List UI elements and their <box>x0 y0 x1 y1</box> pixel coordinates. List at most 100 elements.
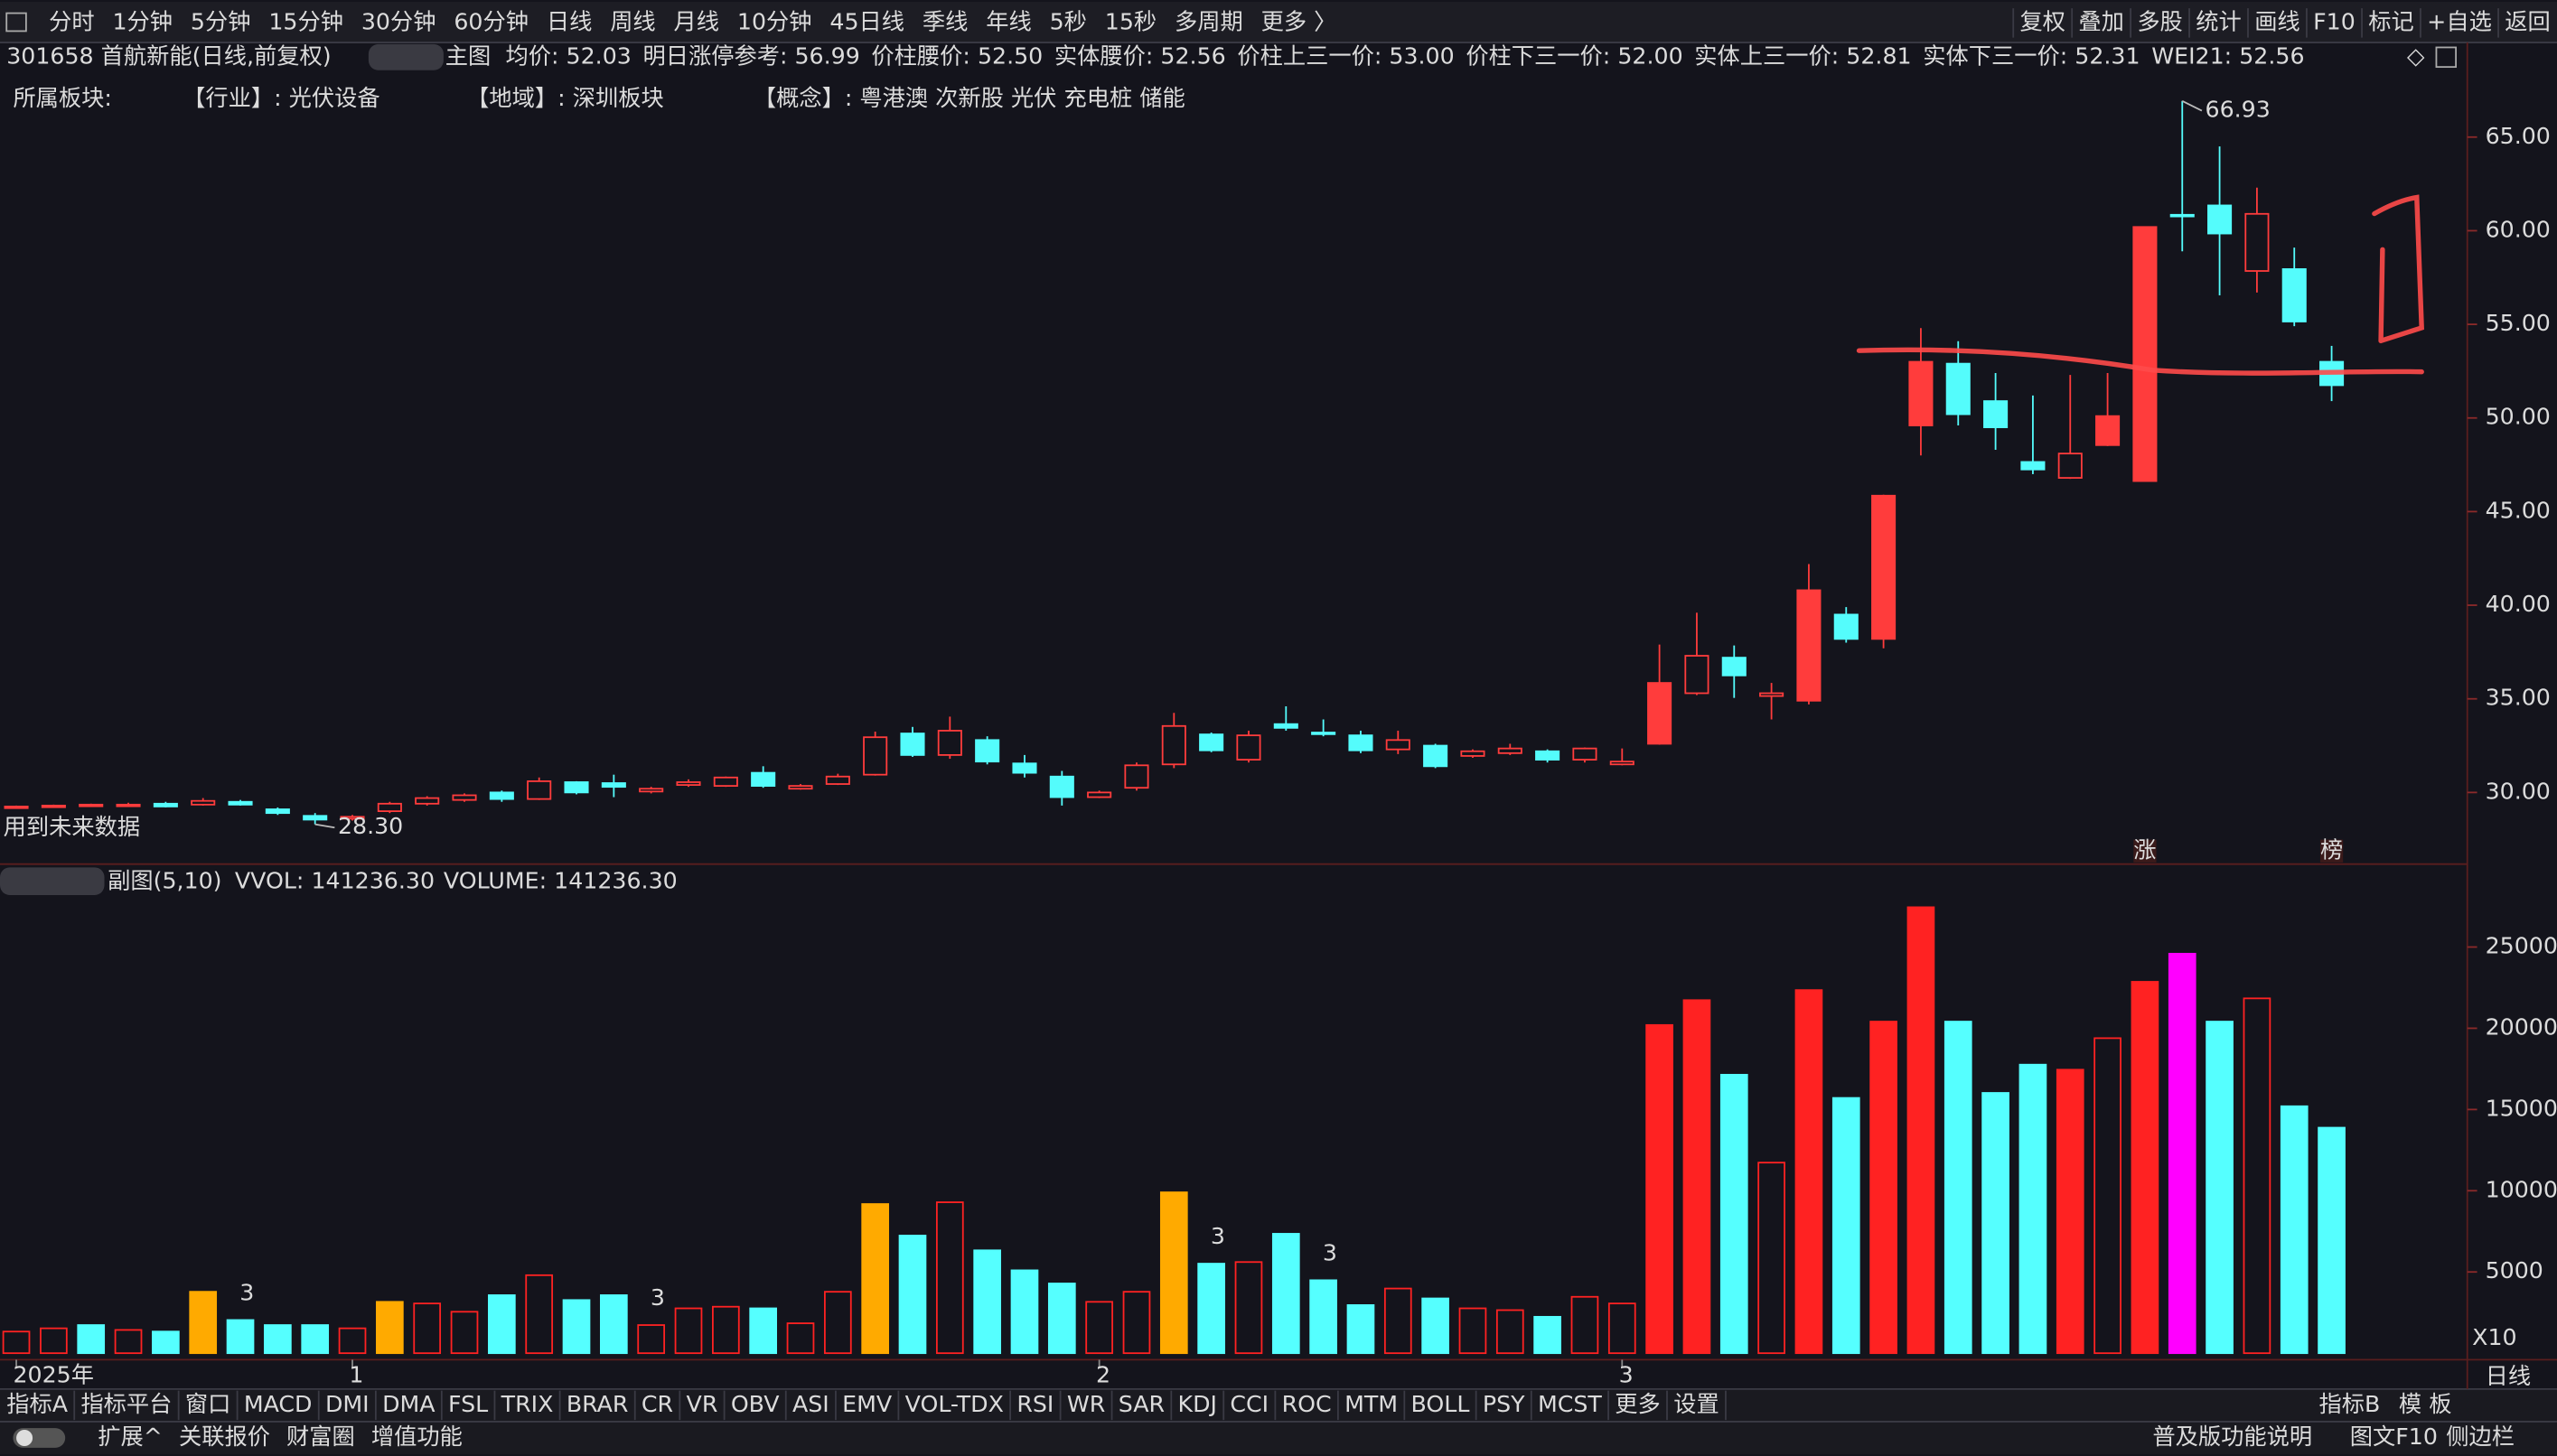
footer-link[interactable]: 关联报价 <box>179 1423 270 1450</box>
volume-bar <box>1570 1295 1599 1355</box>
wei-text: WEI21: 52.56 <box>2151 42 2304 69</box>
footer-link[interactable]: 增值功能 <box>371 1423 463 1450</box>
footer-link[interactable]: 图文F10 <box>2350 1423 2438 1450</box>
indicator-tab[interactable]: SAR <box>1119 1391 1165 1417</box>
indicator-tab[interactable]: CR <box>642 1391 673 1417</box>
volume-bar <box>2280 1105 2309 1355</box>
y-tick-label: 25000 <box>2486 933 2557 959</box>
indicator-tab[interactable]: WR <box>1067 1391 1106 1417</box>
volume-bar <box>600 1294 628 1355</box>
icon-window[interactable] <box>2435 46 2458 69</box>
tool-button[interactable]: 统计 <box>2196 8 2242 34</box>
candle-body <box>4 806 29 809</box>
tool-button[interactable]: 画线 <box>2254 8 2300 34</box>
y-tick-label: 40.00 <box>2486 591 2551 617</box>
stock-title: 301658 首航新能(日线,前复权) <box>6 42 331 69</box>
indicator-tab[interactable]: CCI <box>1230 1391 1269 1417</box>
indicator-tab[interactable]: RSI <box>1016 1391 1054 1417</box>
tool-button[interactable]: 多股 <box>2137 8 2183 34</box>
indicator-tab[interactable]: 指标A <box>6 1391 68 1417</box>
volume-bar <box>823 1291 852 1355</box>
candle-body <box>153 802 178 807</box>
future-note: 用到未来数据 <box>4 814 141 840</box>
volume-bar <box>1383 1287 1412 1355</box>
footer-link[interactable]: 普及版功能说明 <box>2152 1423 2312 1450</box>
volume-bar <box>749 1307 778 1355</box>
period-tab[interactable]: 15秒 <box>1105 8 1157 34</box>
indicator-tab[interactable]: ROC <box>1282 1391 1332 1417</box>
period-tab[interactable]: 15分钟 <box>268 8 343 34</box>
volume-bar <box>77 1324 106 1355</box>
volume-bar <box>1159 1191 1188 1355</box>
tool-button[interactable]: F10 <box>2313 8 2356 34</box>
stat-text: 价柱下三一价: 52.00 <box>1466 42 1682 69</box>
period-tab[interactable]: 45日线 <box>829 8 904 34</box>
footer-link[interactable]: 财富圈 <box>286 1423 355 1450</box>
tool-button[interactable]: 复权 <box>2019 8 2065 34</box>
volume-bar <box>152 1330 180 1355</box>
period-tab[interactable]: 月线 <box>674 8 720 34</box>
candle-body <box>1460 750 1485 757</box>
indicator-tab[interactable]: EMV <box>842 1391 893 1417</box>
indicator-tab[interactable]: MACD <box>244 1391 313 1417</box>
indicator-tab[interactable]: BRAR <box>567 1391 629 1417</box>
x-tick-label: 1 <box>349 1361 363 1387</box>
indicator-tab[interactable]: KDJ <box>1178 1391 1217 1417</box>
footer-link[interactable]: 侧边栏 <box>2446 1423 2515 1450</box>
menu-icon[interactable] <box>5 12 27 33</box>
period-tab[interactable]: 年线 <box>986 8 1032 34</box>
indicator-tab[interactable]: MTM <box>1344 1391 1398 1417</box>
period-tab[interactable]: 30分钟 <box>361 8 436 34</box>
period-tab[interactable]: 5分钟 <box>191 8 251 34</box>
candle-body <box>1012 762 1037 774</box>
indicator-tab[interactable]: VR <box>687 1391 718 1417</box>
candle-body <box>1087 791 1112 798</box>
indicator-tab[interactable]: OBV <box>731 1391 780 1417</box>
blurred-text <box>0 867 105 895</box>
indicator-tab[interactable]: 窗口 <box>185 1391 231 1417</box>
volume-bar <box>40 1327 68 1355</box>
volume-bar <box>301 1324 330 1355</box>
stat-text: 价柱上三一价: 53.00 <box>1237 42 1454 69</box>
period-tab[interactable]: 多周期 <box>1175 8 1243 34</box>
event-badge[interactable] <box>2319 839 2344 863</box>
volume-bar <box>226 1319 255 1355</box>
sector-text: 【概念】: 粤港澳 次新股 光伏 充电桩 储能 <box>754 85 1185 111</box>
icon-diamond[interactable]: ◇ <box>2407 42 2425 69</box>
volume-bar <box>786 1322 815 1355</box>
indicator-tab[interactable]: FSL <box>448 1391 488 1417</box>
indicator-tab[interactable]: DMA <box>382 1391 436 1417</box>
indicator-tab[interactable]: 指标B <box>2318 1391 2380 1417</box>
indicator-tab[interactable]: ASI <box>792 1391 829 1417</box>
indicator-tab[interactable]: MCST <box>1538 1391 1602 1417</box>
indicator-tab[interactable]: 模 板 <box>2399 1391 2452 1417</box>
tool-button[interactable]: +自选 <box>2427 8 2492 34</box>
candle-body <box>2057 453 2083 479</box>
period-tab[interactable]: 周线 <box>610 8 656 34</box>
tool-button[interactable]: 返回 <box>2505 8 2551 34</box>
volume-bar <box>1271 1233 1300 1355</box>
y-tick-label: 55.00 <box>2486 310 2551 336</box>
indicator-tab[interactable]: 设置 <box>1673 1391 1719 1417</box>
indicator-tab[interactable]: 指标平台 <box>80 1391 172 1417</box>
indicator-tab[interactable]: VOL-TDX <box>905 1391 1004 1417</box>
period-tab[interactable]: 分时 <box>49 8 94 34</box>
indicator-tab[interactable]: PSY <box>1483 1391 1525 1417</box>
period-tab[interactable]: 日线 <box>547 8 593 34</box>
period-tab[interactable]: 10分钟 <box>737 8 812 34</box>
period-tab[interactable]: 5秒 <box>1050 8 1087 34</box>
period-tab[interactable]: 60分钟 <box>454 8 529 34</box>
indicator-tab[interactable]: 更多 <box>1615 1391 1661 1417</box>
candle-body <box>1609 761 1634 766</box>
footer-link[interactable]: 扩展^ <box>98 1423 163 1450</box>
event-badge[interactable] <box>2133 839 2157 863</box>
tool-button[interactable]: 标记 <box>2368 8 2414 34</box>
indicator-tab[interactable]: BOLL <box>1411 1391 1470 1417</box>
period-tab[interactable]: 季线 <box>923 8 968 34</box>
indicator-tab[interactable]: TRIX <box>501 1391 554 1417</box>
period-tab[interactable]: 更多 〉 <box>1261 8 1337 34</box>
period-tab[interactable]: 1分钟 <box>112 8 173 34</box>
volume-bar <box>898 1235 927 1355</box>
indicator-tab[interactable]: DMI <box>325 1391 370 1417</box>
tool-button[interactable]: 叠加 <box>2078 8 2124 34</box>
